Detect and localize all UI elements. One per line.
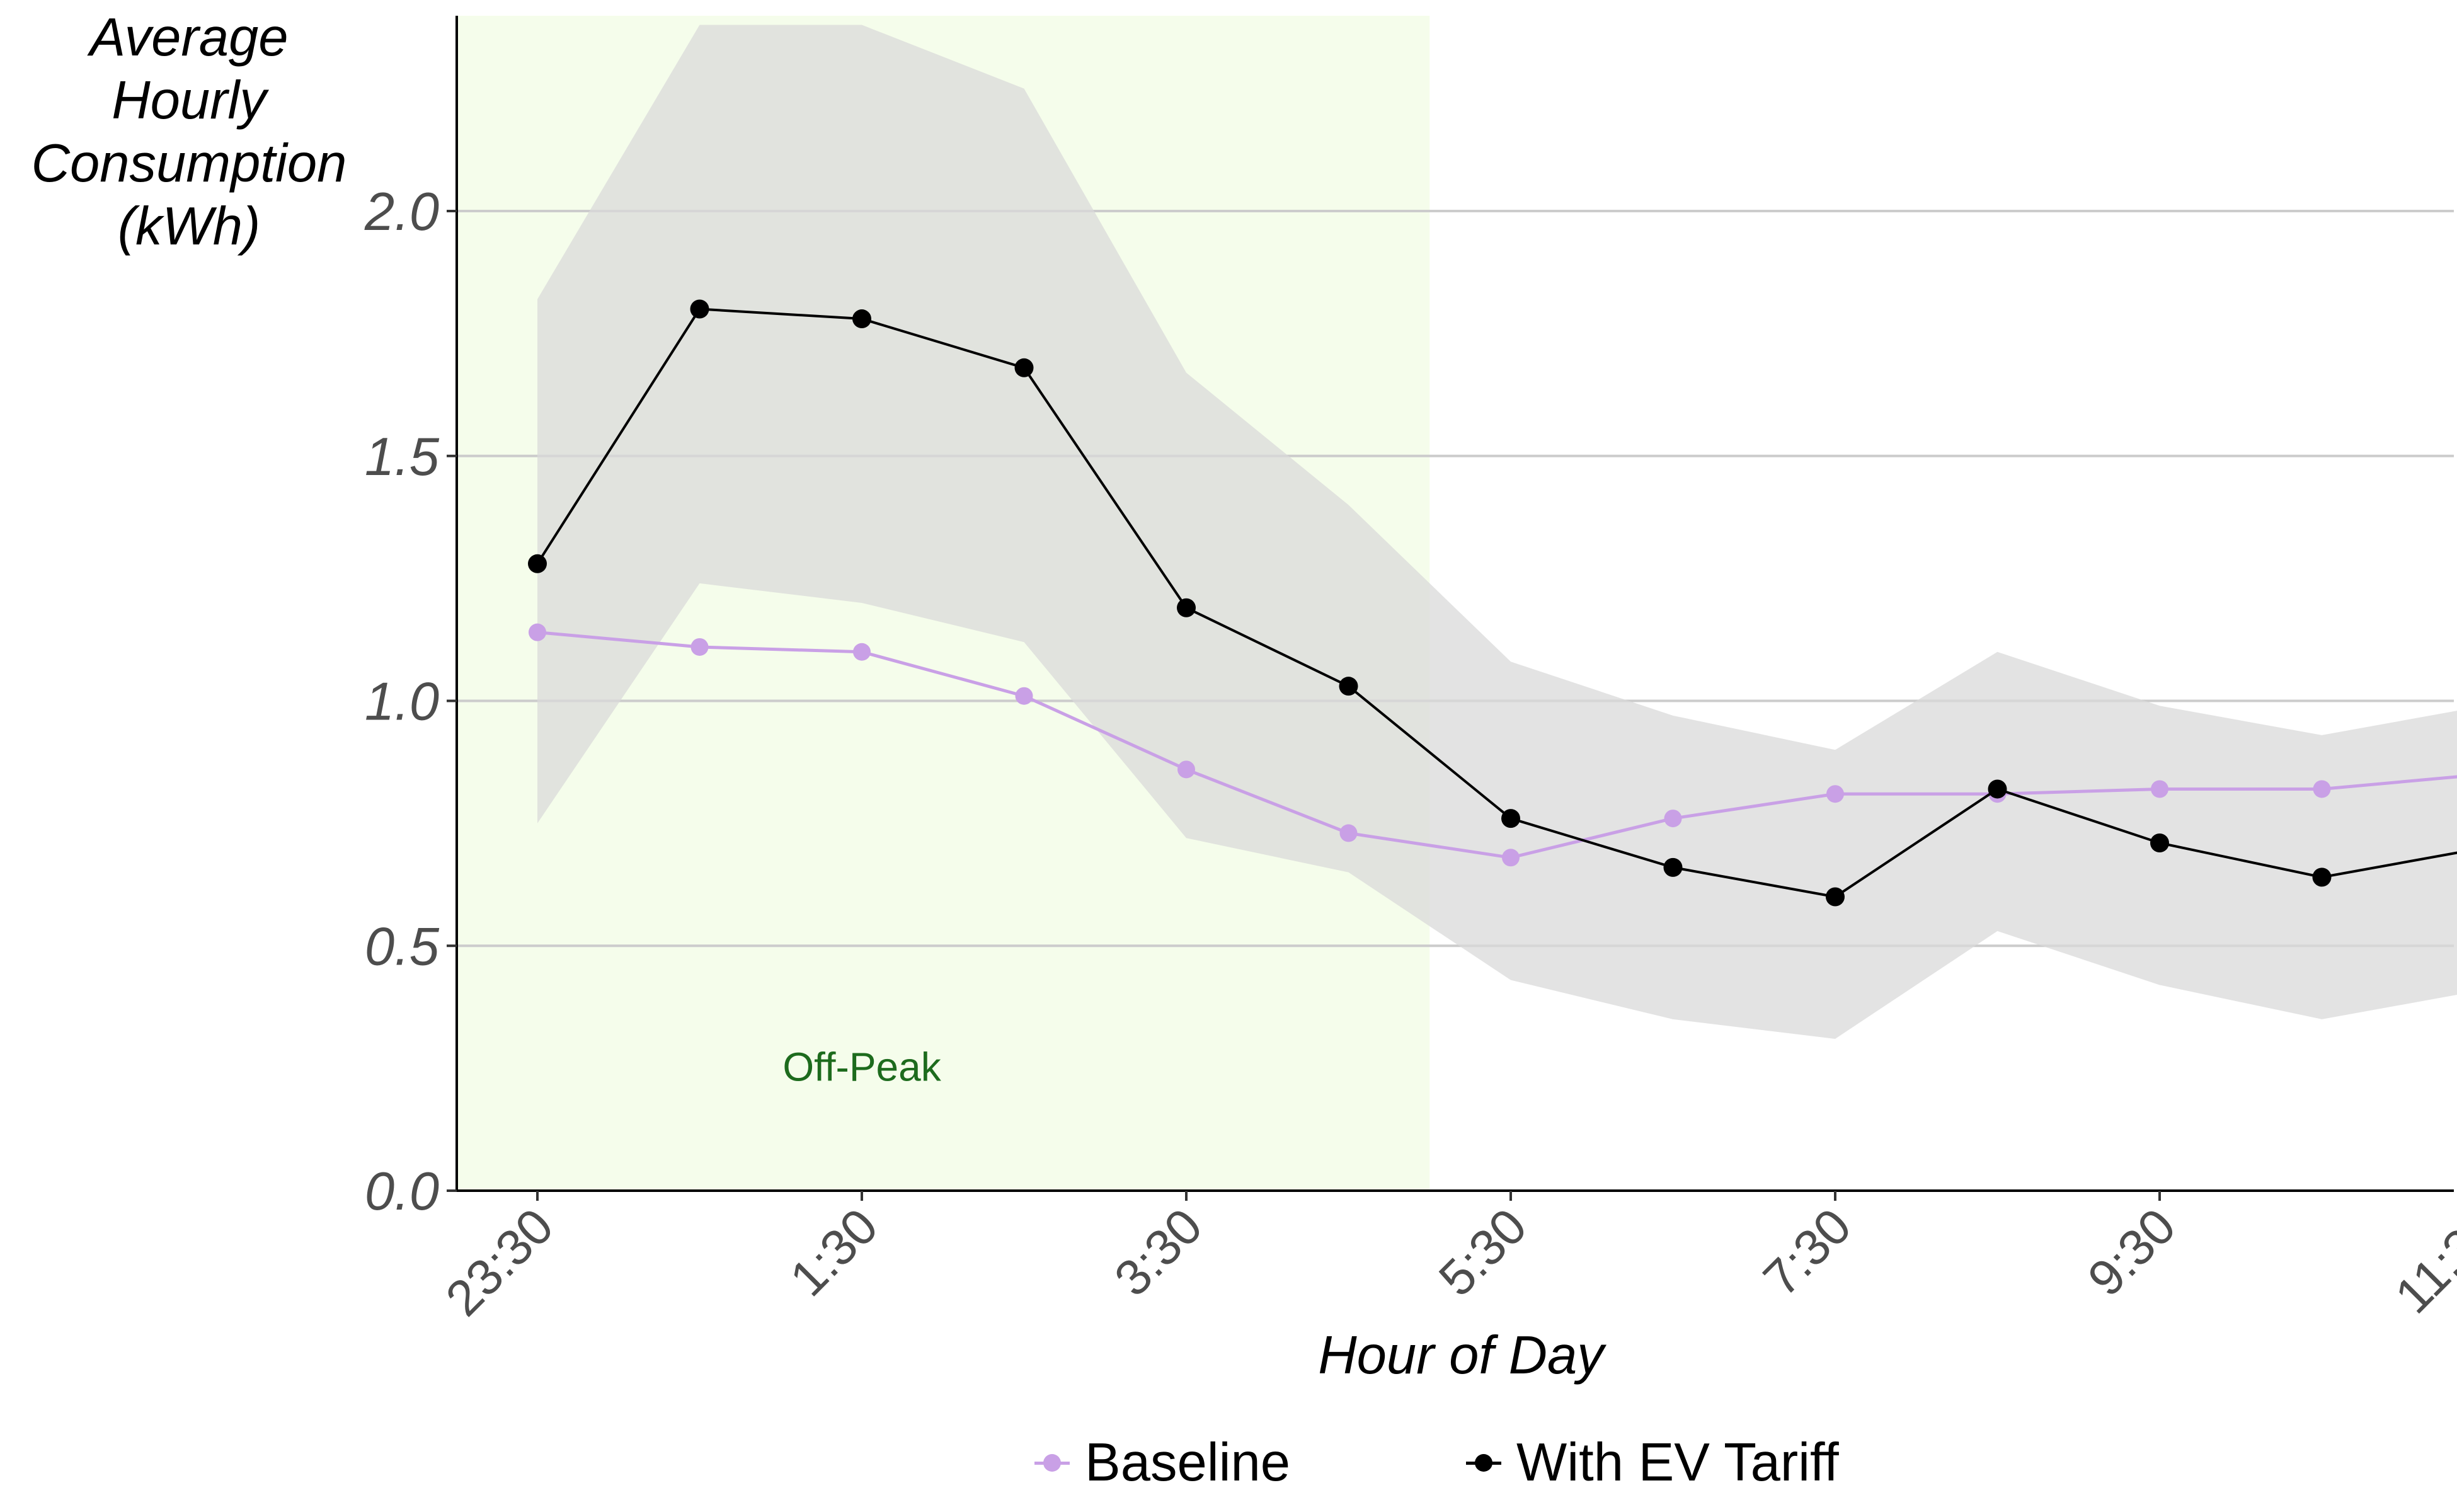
y-axis-label: Average Hourly Consumption (kWh) (0, 6, 378, 258)
y-tick-label: 1.5 (365, 427, 440, 487)
data-point-baseline[interactable] (853, 643, 871, 661)
y-axis-label-line: Consumption (31, 134, 347, 193)
data-point-with-ev-tariff[interactable] (528, 554, 547, 573)
legend-key-baseline (1033, 1444, 1071, 1482)
region-label: Off-Peak (782, 1045, 941, 1090)
y-tick-label: 0.0 (365, 1162, 439, 1222)
x-tick-label: 5:30 (1428, 1198, 1537, 1307)
confidence-band-layer (537, 25, 2457, 1039)
x-tick-label: 11:30 (2385, 1198, 2457, 1324)
y-tick-label: 0.5 (365, 917, 440, 976)
data-point-with-ev-tariff[interactable] (2312, 868, 2332, 887)
data-point-baseline[interactable] (1502, 849, 1520, 867)
x-tick-label: 1:30 (779, 1198, 888, 1307)
y-axis-label-line: Hourly (112, 71, 266, 130)
data-point-baseline[interactable] (1177, 760, 1195, 779)
data-point-with-ev-tariff[interactable] (2150, 833, 2169, 852)
data-point-with-ev-tariff[interactable] (852, 309, 871, 329)
data-point-with-ev-tariff[interactable] (1988, 779, 2007, 799)
data-point-with-ev-tariff[interactable] (1014, 358, 1034, 377)
series-layer (528, 299, 2457, 907)
data-point-with-ev-tariff[interactable] (1826, 887, 1845, 907)
x-axis-label: Hour of Day (1318, 1326, 1606, 1385)
data-point-with-ev-tariff[interactable] (1501, 809, 1520, 828)
data-point-baseline[interactable] (1339, 824, 1358, 842)
legend-label: Baseline (1085, 1433, 1291, 1492)
series-line-baseline (537, 631, 2457, 859)
legend-label: With EV Tariff (1516, 1433, 1839, 1492)
series-with-ev-tariff (528, 299, 2457, 907)
x-tick-label: 3:30 (1104, 1198, 1213, 1307)
data-point-baseline[interactable] (2313, 780, 2331, 798)
data-point-baseline[interactable] (1664, 810, 1682, 828)
data-point-baseline[interactable] (690, 638, 709, 656)
legend-key-with-ev-tariff (1465, 1444, 1503, 1482)
legend-item-with-ev-tariff[interactable]: With EV Tariff (1465, 1425, 1839, 1501)
x-tick-label: 23:30 (435, 1198, 564, 1326)
data-point-baseline[interactable] (1826, 785, 1844, 803)
series-baseline (529, 623, 2457, 867)
data-point-baseline[interactable] (1015, 687, 1033, 705)
x-tick-label: 7:30 (1753, 1198, 1862, 1307)
series-line-with-ev-tariff (536, 307, 2457, 898)
confidence-band-with-ev-tariff (537, 25, 2457, 1039)
data-point-with-ev-tariff[interactable] (1339, 677, 1358, 696)
data-point-with-ev-tariff[interactable] (1663, 857, 1683, 877)
y-axis-label-line: (kWh) (117, 197, 261, 256)
legend: Baseline With EV Tariff (0, 1425, 2457, 1501)
y-tick-label: 1.0 (365, 672, 439, 732)
legend-item-baseline[interactable]: Baseline (1033, 1425, 1290, 1501)
data-point-baseline[interactable] (529, 623, 546, 641)
data-point-with-ev-tariff[interactable] (690, 299, 709, 319)
data-point-baseline[interactable] (2151, 780, 2168, 798)
data-point-with-ev-tariff[interactable] (1177, 598, 1196, 617)
y-axis-label-line: Average (89, 8, 289, 67)
x-tick-label: 9:30 (2077, 1198, 2186, 1307)
y-tick-label: 2.0 (364, 182, 439, 242)
region-label-layer: Off-PeakPeak (782, 1045, 941, 1090)
